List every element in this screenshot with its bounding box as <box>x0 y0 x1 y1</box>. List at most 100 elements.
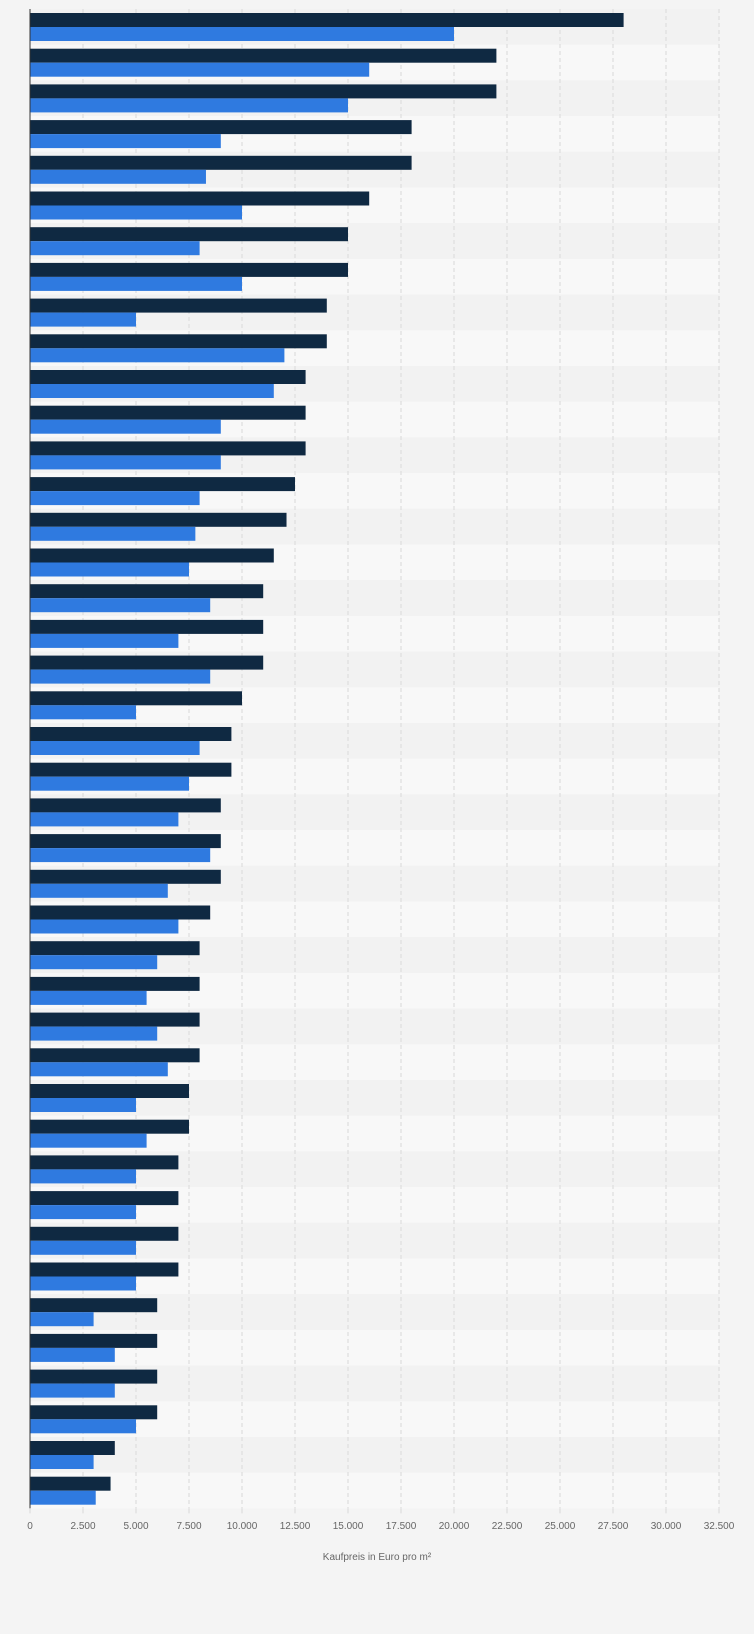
bar-series-2 <box>30 1347 115 1362</box>
bar-series-2 <box>30 1312 94 1327</box>
bar-series-2 <box>30 669 211 684</box>
bar-series-2 <box>30 1098 136 1112</box>
bar-series-1 <box>30 1084 189 1098</box>
bar-series-2 <box>30 241 200 256</box>
bar-series-1 <box>30 619 264 634</box>
x-tick-label: 17.500 <box>386 1521 417 1532</box>
bar-series-1 <box>30 227 348 242</box>
bar-series-1 <box>30 477 295 492</box>
bar-series-1 <box>30 334 327 349</box>
x-axis-title: Kaufpreis in Euro pro m² <box>323 1552 432 1563</box>
bar-series-1 <box>30 834 221 849</box>
bar-series-2 <box>30 491 200 506</box>
bar-series-2 <box>30 562 189 577</box>
x-tick-label: 27.500 <box>598 1521 629 1532</box>
bar-series-2 <box>30 812 179 827</box>
bar-series-1 <box>30 1298 158 1313</box>
bar-series-1 <box>30 905 211 920</box>
bar-series-2 <box>30 1276 136 1291</box>
bar-series-1 <box>30 1369 158 1384</box>
bar-series-2 <box>30 633 179 648</box>
bar-series-2 <box>30 848 211 863</box>
bar-series-2 <box>30 98 348 113</box>
bars <box>30 13 624 1505</box>
x-tick-label: 32.500 <box>704 1521 735 1532</box>
x-tick-label: 2.500 <box>70 1521 95 1532</box>
bar-series-1 <box>30 1262 179 1277</box>
bar-series-1 <box>30 1155 179 1170</box>
bar-series-1 <box>30 762 232 777</box>
bar-series-1 <box>30 1476 111 1491</box>
bar-series-1 <box>30 191 370 206</box>
bar-series-2 <box>30 883 168 898</box>
x-tick-label: 15.000 <box>333 1521 364 1532</box>
bar-series-1 <box>30 120 412 135</box>
bar-series-1 <box>30 584 264 599</box>
bar-series-2 <box>30 62 370 77</box>
bar-series-1 <box>30 1405 158 1420</box>
bar-series-1 <box>30 13 624 27</box>
bar-series-2 <box>30 990 147 1005</box>
bar-series-2 <box>30 134 221 149</box>
bar-series-1 <box>30 798 221 813</box>
bar-series-1 <box>30 548 274 563</box>
bar-series-1 <box>30 691 242 706</box>
bar-series-2 <box>30 1133 147 1148</box>
bar-series-1 <box>30 1012 200 1027</box>
bar-series-2 <box>30 955 158 970</box>
bar-series-1 <box>30 405 306 420</box>
bar-series-2 <box>30 455 221 470</box>
row-band <box>30 1472 719 1509</box>
bar-series-1 <box>30 155 412 170</box>
x-axis-ticks: 0 2.500 5.000 7.500 10.000 12.500 15.000 17.500… <box>27 1508 735 1532</box>
bar-series-1 <box>30 976 200 991</box>
bar-series-1 <box>30 727 232 741</box>
bar-series-2 <box>30 705 136 720</box>
bar-series-2 <box>30 1240 136 1255</box>
x-tick-label: 7.500 <box>176 1521 201 1532</box>
bar-series-1 <box>30 1333 158 1348</box>
x-tick-label: 30.000 <box>651 1521 682 1532</box>
bar-series-1 <box>30 1441 115 1455</box>
x-tick-label: 10.000 <box>227 1521 258 1532</box>
bar-series-2 <box>30 1419 136 1434</box>
bar-series-2 <box>30 419 221 434</box>
bar-series-1 <box>30 1226 179 1241</box>
bar-series-2 <box>30 169 206 184</box>
bar-series-1 <box>30 84 497 99</box>
bar-series-2 <box>30 1062 168 1077</box>
bar-series-1 <box>30 48 497 63</box>
gridlines <box>82 9 720 1509</box>
bar-series-2 <box>30 598 211 613</box>
x-tick-label: 12.500 <box>280 1521 311 1532</box>
bar-series-2 <box>30 384 274 398</box>
bar-series-2 <box>30 1383 115 1398</box>
bar-series-2 <box>30 919 179 934</box>
bar-series-2 <box>30 741 200 755</box>
bar-series-2 <box>30 1490 96 1505</box>
bar-series-2 <box>30 1169 136 1184</box>
bar-series-1 <box>30 655 264 670</box>
row-band <box>30 1437 719 1473</box>
bar-series-2 <box>30 1026 158 1041</box>
bar-series-1 <box>30 298 327 313</box>
bar-series-2 <box>30 348 285 363</box>
bar-series-1 <box>30 1048 200 1063</box>
bar-series-2 <box>30 1205 136 1220</box>
x-tick-label: 22.500 <box>492 1521 523 1532</box>
x-tick-label: 5.000 <box>123 1521 148 1532</box>
x-tick-label: 25.000 <box>545 1521 576 1532</box>
x-tick-label: 0 <box>27 1521 33 1532</box>
bar-series-1 <box>30 1191 179 1206</box>
bar-series-1 <box>30 512 287 527</box>
bar-series-2 <box>30 1455 94 1469</box>
bar-series-2 <box>30 205 242 220</box>
bar-series-1 <box>30 1119 189 1134</box>
bar-series-2 <box>30 776 189 791</box>
x-tick-label: 20.000 <box>439 1521 470 1532</box>
bar-series-1 <box>30 441 306 456</box>
bar-series-1 <box>30 941 200 956</box>
bar-series-1 <box>30 262 348 277</box>
